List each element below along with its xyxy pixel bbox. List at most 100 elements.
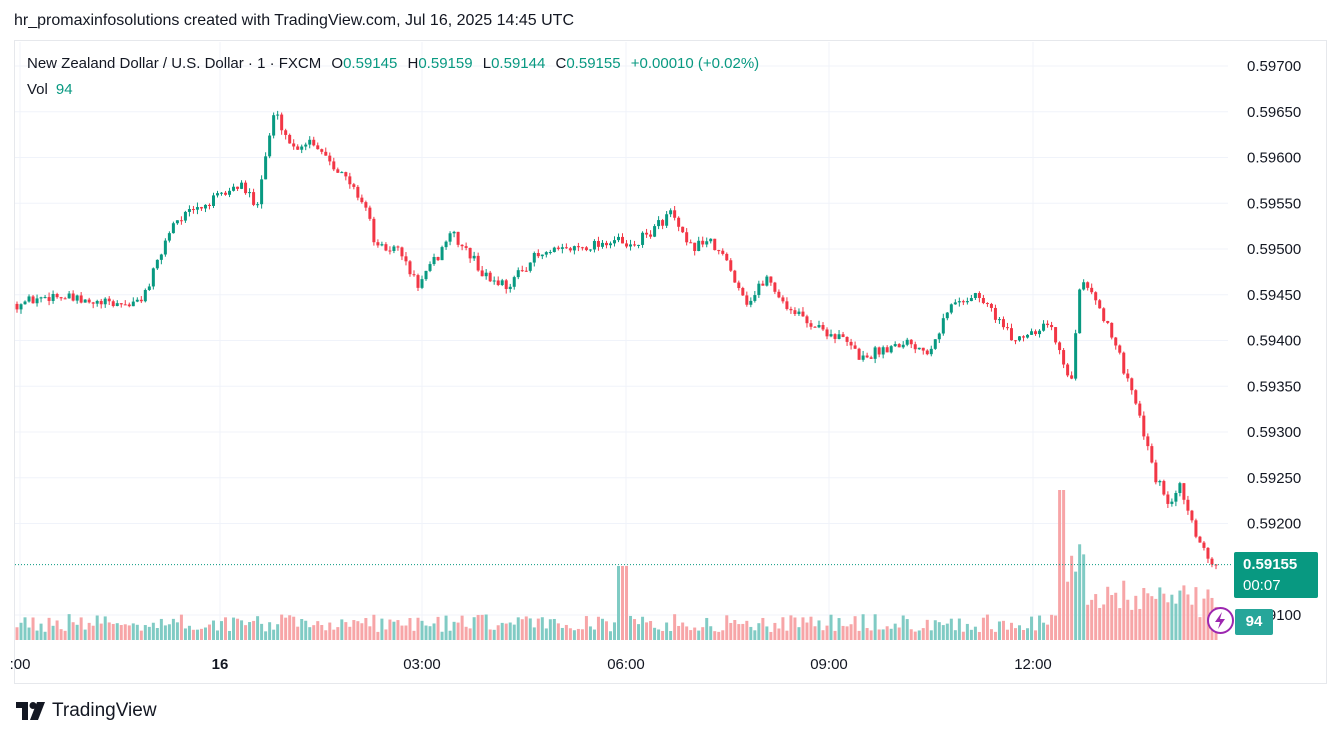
candle-body [981,297,985,304]
volume-bar [328,622,332,640]
y-tick-label: 0.59200 [1247,516,1301,533]
candle-body [328,155,332,162]
volume-bar [929,630,933,640]
candle-body [1174,493,1178,502]
volume-bar [833,630,837,640]
volume-bar [949,618,953,640]
candle-body [51,294,55,301]
volume-bar [645,622,649,640]
candle-body [809,323,813,327]
candle-body [765,276,769,286]
volume-bar [693,627,697,640]
candle-body [412,274,416,276]
candle-body [769,276,773,283]
volume-bar [612,622,616,640]
candle-body [861,355,865,360]
volume-bar [1030,616,1034,640]
volume-bar [725,615,729,640]
candle-body [1158,481,1162,483]
candle-body [199,207,203,209]
volume-bar [51,625,55,640]
candle-body [388,250,392,252]
volume-bar [67,614,71,640]
candle-body [424,270,428,280]
volume-bar [211,620,215,640]
candle-body [272,115,276,136]
candle-body [793,310,797,315]
volume-bar [1094,594,1098,640]
lightning-icon[interactable] [1207,607,1234,634]
open-label: O [331,55,344,72]
volume-bar [973,626,977,640]
candle-body [641,232,645,245]
candle-body [777,291,781,298]
volume-bar [548,619,552,640]
volume-bar [147,626,151,640]
candle-body [400,247,404,257]
candle-body [115,303,119,307]
volume-bar [757,623,761,640]
volume-bar [376,631,380,640]
volume-bar [244,625,248,640]
volume-bar [103,616,107,640]
volume-bar [1182,585,1186,640]
candle-body [404,256,408,262]
candle-body [757,283,761,296]
candle-body [1030,331,1034,335]
candle-body [240,182,244,189]
volume-bar [1122,580,1126,640]
price-chart[interactable]: 0.59700 0.59650 0.59600 0.59550 0.59500 0.594… [0,0,1341,700]
candle-body [171,223,175,234]
candle-body [1110,322,1114,338]
volume-label: Vol [27,81,48,98]
volume-bar [1034,630,1038,640]
volume-bar [75,624,79,640]
volume-bar [741,623,745,640]
candle-body [745,295,749,305]
volume-bar [83,629,87,640]
candle-body [1130,378,1134,391]
candle-body [685,232,689,243]
candle-body [55,294,59,298]
volume-bar [1009,622,1013,640]
volume-bar [1146,593,1150,640]
volume-bar [232,617,236,640]
volume-bar [504,623,508,640]
volume-bar [424,625,428,640]
volume-bar [713,631,717,640]
volume-bar [99,623,103,640]
candle-body [1098,300,1102,309]
candle-body [965,301,969,303]
volume-bar [969,629,973,640]
volume-bar [913,631,917,640]
volume-bar [1166,602,1170,640]
volume-bar [392,621,396,640]
symbol-title[interactable]: New Zealand Dollar / U.S. Dollar · 1 · F… [27,55,322,72]
volume-bar [801,617,805,640]
candle-body [584,247,588,251]
candle-body [71,293,75,301]
volume-bar [921,628,925,640]
volume-bar [865,628,869,640]
high-value: 0.59159 [418,55,473,72]
candle-body [316,145,320,150]
last-price-value: 0.59155 [1243,556,1298,573]
volume-bar [500,622,504,640]
volume-bar [665,622,669,640]
volume-bar [528,618,532,640]
volume-bar [87,622,91,640]
x-tick-label: 03:00 [403,656,441,673]
volume-bar [476,614,480,640]
volume-bar [849,624,853,640]
volume-bar [1038,615,1042,640]
volume-bar [817,620,821,640]
volume-bar [183,628,187,640]
volume-bar [701,627,705,640]
candle-body [416,275,420,288]
volume-bar [320,625,324,640]
volume-bar [785,630,789,640]
volume-bar [1062,490,1066,640]
volume-bar [737,624,741,640]
volume-bar [861,614,865,640]
candle-body [1042,323,1046,331]
